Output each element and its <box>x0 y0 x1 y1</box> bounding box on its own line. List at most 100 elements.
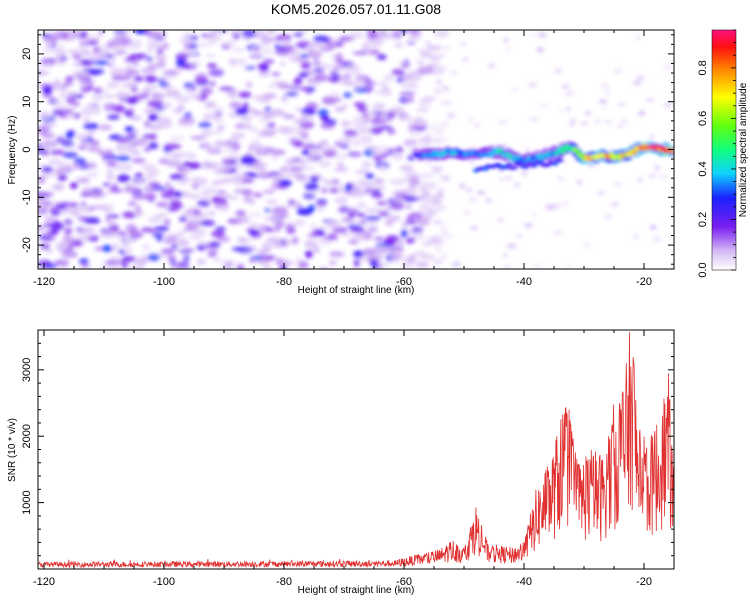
noise-blob <box>346 64 361 71</box>
noise-blob <box>206 112 220 120</box>
noise-blob <box>65 76 75 81</box>
noise-blob <box>309 223 318 230</box>
noise-blob <box>329 91 341 98</box>
noise-blob <box>133 75 144 83</box>
noise-blob <box>419 50 430 54</box>
noise-blob <box>206 162 220 168</box>
noise-blob <box>362 81 369 90</box>
noise-blob <box>327 232 338 240</box>
noise-blob <box>76 45 90 53</box>
noise-blob <box>355 188 366 196</box>
noise-blob <box>439 253 448 261</box>
noise-blob <box>309 174 323 178</box>
noise-blob <box>90 140 100 146</box>
noise-blob <box>374 236 385 241</box>
noise-blob <box>554 69 563 74</box>
snr-y-tick-label: 2000 <box>21 424 33 448</box>
noise-blob <box>410 234 426 240</box>
noise-blob <box>431 65 448 72</box>
noise-blob <box>424 137 432 146</box>
noise-blob <box>363 248 378 257</box>
noise-blob <box>401 221 409 229</box>
noise-blob <box>216 125 226 130</box>
noise-blob <box>415 74 422 82</box>
noise-blob <box>434 242 444 245</box>
noise-blob <box>440 100 453 106</box>
noise-blob <box>230 30 244 36</box>
noise-blob <box>116 137 131 144</box>
noise-blob <box>569 118 577 124</box>
colorbar-tick-label: 0.2 <box>697 212 709 227</box>
noise-blob <box>121 263 129 269</box>
noise-blob <box>646 98 655 102</box>
noise-blob <box>295 107 303 112</box>
noise-blob <box>130 149 141 155</box>
noise-blob <box>333 198 348 203</box>
noise-blob <box>429 54 441 62</box>
noise-blob <box>254 111 261 116</box>
noise-blob <box>211 181 224 186</box>
noise-blob <box>270 128 280 133</box>
noise-blob <box>81 187 95 193</box>
noise-blob <box>128 141 140 147</box>
noise-blob <box>86 107 102 116</box>
noise-blob <box>271 72 281 77</box>
noise-blob <box>584 111 592 115</box>
spectrogram-y-tick-label: 0 <box>21 146 33 152</box>
noise-blob <box>210 30 222 35</box>
noise-blob <box>154 53 167 61</box>
noise-blob <box>598 99 608 104</box>
noise-blob <box>263 189 275 194</box>
noise-blob <box>163 218 171 226</box>
noise-blob <box>116 162 132 171</box>
noise-blob <box>162 69 178 76</box>
noise-blob <box>67 90 78 97</box>
noise-blob <box>151 186 168 191</box>
noise-blob <box>269 218 283 225</box>
noise-blob <box>533 263 541 267</box>
snr-series-line <box>38 332 674 569</box>
noise-blob <box>310 52 320 56</box>
noise-blob <box>240 156 257 165</box>
noise-blob <box>307 78 314 83</box>
noise-blob <box>529 34 538 37</box>
noise-blob <box>372 262 379 269</box>
noise-blob <box>235 215 250 224</box>
snr-x-tick-label: -40 <box>516 576 532 588</box>
noise-blob <box>267 122 276 128</box>
noise-blob <box>104 94 115 99</box>
noise-blob <box>177 119 189 127</box>
noise-blob <box>111 233 122 238</box>
noise-blob <box>148 113 159 122</box>
noise-blob <box>105 169 113 173</box>
spectrogram-x-tick-label: -100 <box>153 276 175 288</box>
noise-blob <box>166 207 179 212</box>
noise-blob <box>359 135 373 144</box>
noise-blob <box>212 130 223 136</box>
noise-blob <box>149 123 158 130</box>
spectrogram-x-tick-label: -60 <box>396 276 412 288</box>
noise-blob <box>377 179 385 184</box>
noise-blob <box>309 176 320 182</box>
spectrogram-y-tick-label: -10 <box>21 189 33 205</box>
noise-blob <box>134 93 150 100</box>
noise-blob <box>333 167 349 172</box>
colorbar-tick-label: 0.8 <box>697 60 709 75</box>
noise-blob <box>301 113 309 122</box>
noise-blob <box>167 254 177 263</box>
spectrogram-y-tick-label: -20 <box>21 237 33 253</box>
noise-blob <box>41 166 54 173</box>
noise-blob <box>595 120 600 124</box>
noise-blob <box>363 220 379 228</box>
noise-blob <box>241 178 254 183</box>
noise-blob <box>649 224 657 230</box>
noise-blob <box>395 192 409 199</box>
noise-blob <box>386 128 396 135</box>
noise-blob <box>206 147 223 155</box>
noise-blob <box>406 95 414 103</box>
noise-blob <box>363 41 370 46</box>
snr-x-ticks: -120 -100 -80 -60 -40 -20 <box>33 330 675 588</box>
noise-blob <box>147 142 159 150</box>
noise-blob <box>183 255 190 262</box>
noise-blob <box>285 47 297 56</box>
